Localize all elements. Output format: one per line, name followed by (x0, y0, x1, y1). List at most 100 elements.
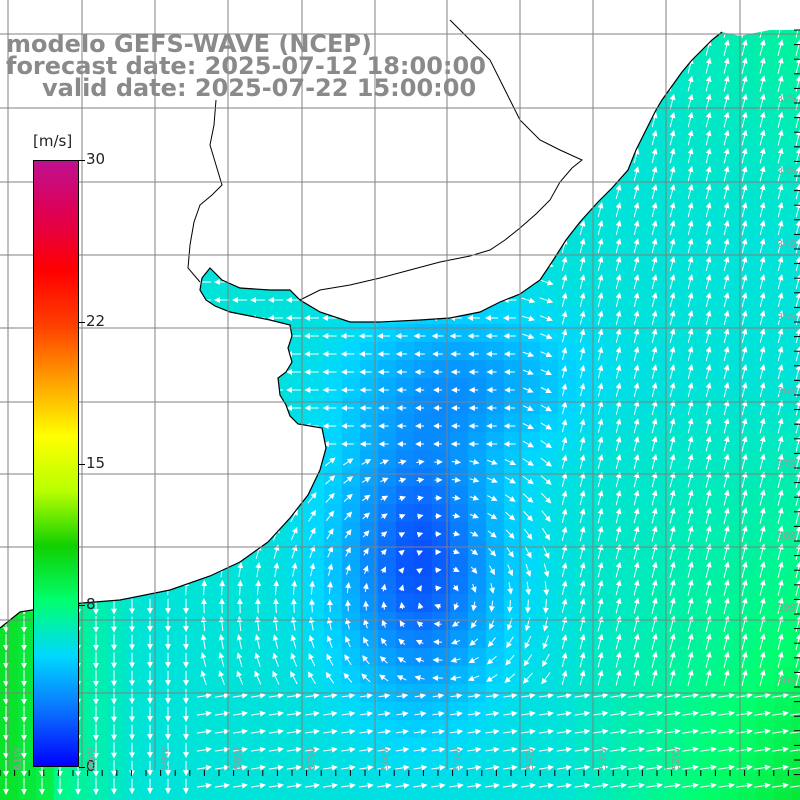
wind-speed-cell (738, 774, 757, 793)
wind-arrow (540, 492, 552, 504)
wind-speed-cell (306, 522, 325, 541)
wind-arrow (523, 387, 534, 393)
wind-arrow (633, 184, 640, 200)
wind-speed-cell (540, 648, 559, 667)
wind-speed-cell (738, 306, 757, 325)
wind-speed-cell (234, 558, 253, 577)
wind-speed-cell (216, 234, 235, 253)
wind-speed-cell (18, 702, 37, 721)
wind-speed-cell (576, 162, 595, 181)
wind-speed-cell (234, 234, 253, 253)
wind-speed-cell (180, 432, 199, 451)
wind-arrow (380, 495, 389, 502)
wind-speed-cell (486, 432, 505, 451)
wind-arrow (615, 112, 622, 128)
wind-arrow (723, 75, 730, 92)
wind-speed-cell (666, 558, 685, 577)
wind-speed-cell (162, 108, 181, 127)
wind-arrow (272, 598, 279, 614)
wind-speed-cell (450, 450, 469, 469)
wind-speed-cell (684, 306, 703, 325)
wind-speed-cell (720, 540, 739, 559)
wind-speed-cell (738, 648, 757, 667)
wind-speed-cell (630, 576, 649, 595)
wind-speed-cell (738, 594, 757, 613)
latitude-label: 32S (776, 94, 796, 105)
wind-speed-cell (720, 774, 739, 793)
wind-speed-cell (774, 648, 793, 667)
wind-arrow (795, 39, 800, 56)
wind-arrow (705, 364, 712, 380)
wind-speed-cell (702, 234, 721, 253)
wind-speed-cell (324, 594, 343, 613)
wind-arrow (326, 528, 334, 540)
wind-speed-cell (216, 144, 235, 163)
wind-speed-cell (558, 54, 577, 73)
wind-speed-cell (720, 468, 739, 487)
wind-arrow (3, 526, 10, 542)
wind-arrow (540, 440, 553, 449)
wind-arrow (633, 148, 640, 164)
wind-arrow (538, 81, 554, 88)
wind-arrow (561, 383, 568, 396)
wind-speed-cell (180, 594, 199, 613)
wind-speed-cell (162, 162, 181, 181)
wind-speed-cell (594, 54, 613, 73)
wind-speed-cell (540, 72, 559, 91)
wind-arrow (93, 526, 100, 542)
wind-speed-cell (684, 774, 703, 793)
wind-arrow (398, 532, 406, 538)
wind-arrow (561, 526, 568, 541)
wind-speed-cell (738, 414, 757, 433)
wind-speed-cell (144, 702, 163, 721)
wind-speed-cell (126, 774, 145, 793)
wind-speed-cell (36, 792, 55, 800)
wind-speed-cell (468, 486, 487, 505)
wind-arrow (687, 30, 693, 38)
wind-arrow (522, 405, 534, 411)
wind-arrow (687, 220, 694, 236)
wind-speed-cell (594, 702, 613, 721)
wind-speed-cell (558, 702, 577, 721)
wind-arrow (651, 202, 658, 218)
wind-speed-cell (594, 162, 613, 181)
wind-speed-cell (90, 486, 109, 505)
wind-speed-cell (612, 432, 631, 451)
wind-speed-cell (18, 720, 37, 739)
wind-speed-cell (360, 738, 379, 757)
wind-speed-cell (558, 738, 577, 757)
wind-speed-cell (216, 486, 235, 505)
wind-speed-cell (162, 630, 181, 649)
wind-speed-cell (414, 666, 433, 685)
wind-speed-cell (666, 594, 685, 613)
wind-arrow (669, 39, 676, 56)
wind-arrow (327, 545, 334, 558)
wind-speed-cell (216, 648, 235, 667)
wind-speed-cell (378, 450, 397, 469)
wind-speed-cell (90, 720, 109, 739)
wind-speed-cell (414, 180, 433, 199)
wind-arrow (597, 382, 604, 397)
wind-speed-cell (522, 702, 541, 721)
wind-arrow (597, 400, 604, 415)
wind-speed-cell (468, 720, 487, 739)
wind-speed-cell (252, 774, 271, 793)
wind-arrow (21, 526, 28, 542)
colorbar-tick-label: 15 (86, 453, 106, 472)
wind-speed-cell (738, 378, 757, 397)
wind-speed-cell (738, 0, 757, 19)
wind-arrow (669, 129, 676, 146)
wind-arrow (271, 491, 281, 505)
wind-arrow (723, 328, 730, 344)
wind-speed-cell (486, 414, 505, 433)
wind-speed-cell (432, 504, 451, 523)
wind-speed-cell (90, 630, 109, 649)
wind-speed-cell (720, 396, 739, 415)
wind-arrow (759, 220, 766, 236)
wind-speed-cell (108, 702, 127, 721)
wind-speed-cell (684, 558, 703, 577)
wind-speed-cell (126, 630, 145, 649)
wind-speed-cell (630, 0, 649, 19)
wind-speed-cell (522, 432, 541, 451)
wind-speed-cell (324, 180, 343, 199)
